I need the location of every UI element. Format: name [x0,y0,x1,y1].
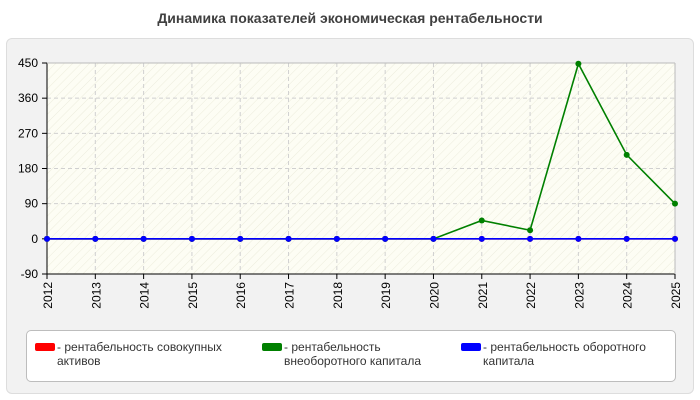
data-point [92,235,99,242]
data-point [333,235,340,242]
x-tick-label: 2017 [283,282,297,309]
data-point [672,235,678,242]
data-point [188,235,195,242]
legend-label: рентабельность совокупных активов [57,340,245,368]
x-tick-label: 2020 [427,282,441,309]
x-tick-label: 2016 [234,282,248,309]
chart-title: Динамика показателей экономическая рента… [157,10,543,26]
data-point [478,235,485,242]
data-point [44,235,50,242]
x-tick-label: 2024 [621,282,635,309]
y-tick-label: 270 [18,126,38,140]
data-point [575,60,582,67]
data-point [527,227,534,234]
data-point [575,235,582,242]
x-tick-label: 2023 [572,282,586,309]
y-tick-label: 0 [31,232,38,246]
legend-label: рентабельность внеоборотного капитала [284,340,452,368]
x-tick-label: 2014 [138,282,152,309]
chart-legend: рентабельность совокупных активов рентаб… [26,330,676,382]
y-tick-label: 180 [18,162,38,176]
x-tick-label: 2021 [476,282,490,309]
x-tick-label: 2019 [379,282,393,309]
y-tick-label: 450 [18,56,38,70]
data-point [672,200,678,207]
y-tick-label: -90 [21,267,39,281]
x-tick-label: 2015 [186,282,200,309]
x-tick-label: 2025 [669,282,683,309]
legend-swatch-blue [461,343,481,351]
y-tick-label: 360 [18,91,38,105]
legend-swatch-red [35,343,55,351]
data-point [237,235,244,242]
data-point [285,235,292,242]
data-point [623,235,630,242]
data-point [382,235,389,242]
data-point [478,217,485,224]
x-tick-label: 2012 [41,282,55,309]
data-point [430,235,437,242]
data-point [527,235,534,242]
x-tick-label: 2022 [524,282,538,309]
data-point [623,151,630,158]
legend-label: рентабельность оборотного капитала [483,340,671,368]
data-point [140,235,147,242]
x-tick-label: 2018 [331,282,345,309]
x-tick-label: 2013 [89,282,103,309]
legend-swatch-green [262,343,282,351]
y-tick-label: 90 [25,197,39,211]
